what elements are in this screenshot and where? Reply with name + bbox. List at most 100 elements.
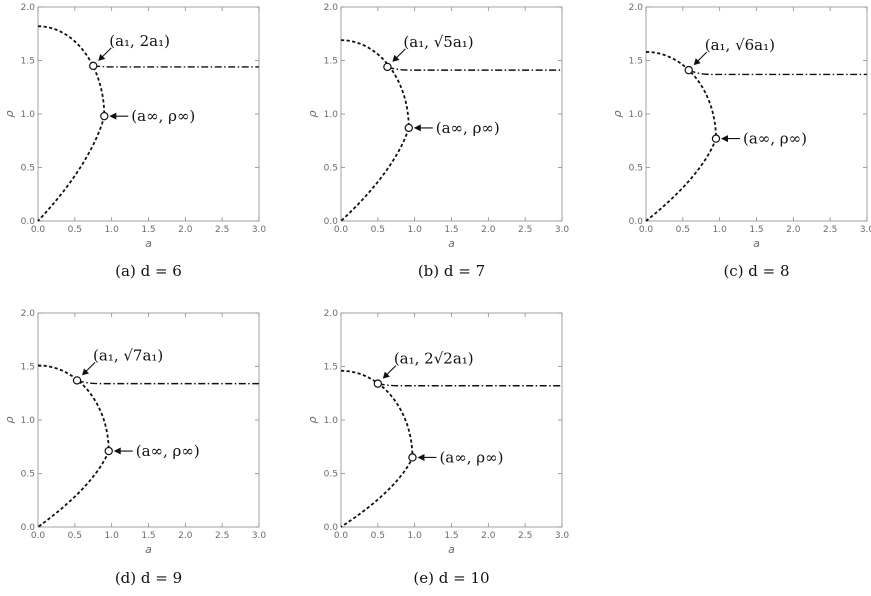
point-a1-label: (a₁, 2√2a₁) — [394, 350, 474, 368]
x-tick-label: 0.5 — [371, 225, 385, 235]
chart-panel-e: 0.0 0.5 1.0 1.5 2.0 2.5 3.0 0.0 0.5 1.0 1.5 2.0 a ρ (a… — [306, 309, 569, 587]
x-axis-label: a — [448, 237, 455, 250]
x-tick-label: 2.0 — [786, 225, 801, 235]
x-tick-label: 2.5 — [518, 225, 532, 235]
y-axis-label: ρ — [306, 416, 319, 423]
arrow-line — [100, 47, 112, 59]
arrow-head — [109, 112, 117, 120]
x-tick-label: 1.0 — [408, 225, 423, 235]
arrow-line — [84, 362, 96, 373]
arrow-head — [82, 368, 90, 376]
y-axis-label: ρ — [306, 110, 319, 117]
x-tick-label: 1.5 — [749, 225, 763, 235]
x-tick-label: 0.0 — [334, 225, 349, 235]
x-tick-label: 3.0 — [252, 531, 267, 541]
y-tick-label: 1.5 — [324, 363, 338, 373]
solution-curve — [37, 25, 106, 222]
point-a1-marker — [383, 62, 392, 72]
point-a1-label: (a₁, 2a₁) — [109, 32, 170, 50]
arrow-head — [392, 54, 400, 62]
x-tick-label: 2.0 — [481, 531, 496, 541]
y-tick-label: 0.0 — [324, 523, 339, 533]
chart-panel-d: 0.0 0.5 1.0 1.5 2.0 2.5 3.0 0.0 0.5 1.0 1.5 2.0 a ρ (a… — [3, 309, 266, 587]
y-tick-label: 1.5 — [21, 57, 35, 67]
x-tick-label: 0.0 — [31, 225, 46, 235]
y-axis-label: ρ — [611, 110, 624, 117]
y-tick-label: 0.0 — [324, 217, 339, 227]
panel-caption: (a) d = 6 — [115, 262, 182, 280]
solution-curve — [340, 369, 414, 528]
x-axis-label: a — [753, 237, 760, 250]
arrow-head — [382, 371, 390, 379]
y-tick-label: 2.0 — [324, 3, 339, 13]
y-tick-label: 1.0 — [629, 110, 644, 120]
point-a1-label: (a₁, √7a₁) — [93, 346, 163, 364]
point-ainf-label: (a∞, ρ∞) — [436, 119, 500, 137]
y-tick-label: 1.5 — [629, 57, 643, 67]
x-tick-label: 0.5 — [68, 225, 82, 235]
x-tick-label: 3.0 — [252, 225, 267, 235]
y-tick-label: 1.5 — [21, 363, 35, 373]
arrow-head — [693, 58, 701, 66]
x-tick-label: 1.0 — [408, 531, 423, 541]
x-axis-label: a — [145, 543, 152, 556]
point-ainf-label: (a∞, ρ∞) — [131, 107, 195, 125]
x-tick-label: 0.5 — [68, 531, 82, 541]
solution-curve — [645, 51, 717, 222]
plateau-branch — [93, 65, 259, 68]
x-tick-label: 2.5 — [518, 531, 532, 541]
y-tick-label: 0.5 — [21, 470, 35, 480]
plateau-branch — [76, 379, 259, 385]
x-tick-label: 1.0 — [105, 225, 120, 235]
x-axis-label: a — [145, 237, 152, 250]
x-tick-label: 2.0 — [481, 225, 496, 235]
panel-caption: (e) d = 10 — [413, 569, 489, 587]
y-tick-label: 2.0 — [324, 309, 339, 319]
arrow-head — [98, 53, 106, 61]
point-a1-marker — [373, 379, 383, 388]
y-tick-label: 2.0 — [21, 3, 36, 13]
x-tick-label: 2.0 — [178, 225, 193, 235]
x-tick-label: 3.0 — [555, 225, 570, 235]
x-tick-label: 1.5 — [141, 225, 155, 235]
y-tick-label: 1.0 — [21, 110, 36, 120]
x-tick-label: 2.5 — [215, 225, 229, 235]
arrow-line — [696, 51, 708, 63]
panel-caption: (b) d = 7 — [418, 262, 485, 280]
point-a1-marker — [72, 376, 82, 385]
panel-caption: (c) d = 8 — [723, 262, 789, 280]
point-a1-marker — [684, 65, 693, 75]
y-axis-label: ρ — [3, 416, 16, 423]
arrow-head — [413, 124, 421, 132]
y-tick-label: 2.0 — [21, 309, 36, 319]
plateau-branch — [387, 66, 562, 71]
y-tick-label: 1.0 — [324, 416, 339, 426]
y-tick-label: 0.5 — [324, 164, 338, 174]
x-tick-label: 1.0 — [713, 225, 728, 235]
x-tick-label: 1.5 — [141, 531, 155, 541]
point-ainf-label: (a∞, ρ∞) — [136, 442, 200, 460]
chart-panel-b: 0.0 0.5 1.0 1.5 2.0 2.5 3.0 0.0 0.5 1.0 1.5 2.0 a ρ (a… — [306, 3, 569, 280]
point-ainf-marker — [104, 446, 113, 456]
plateau-branch — [688, 69, 867, 76]
x-tick-label: 2.0 — [178, 531, 193, 541]
y-tick-label: 0.0 — [629, 217, 644, 227]
x-tick-label: 3.0 — [555, 531, 570, 541]
x-tick-label: 2.5 — [215, 531, 229, 541]
x-tick-label: 0.0 — [31, 531, 46, 541]
panel-caption: (d) d = 9 — [115, 569, 182, 587]
arrow-head — [720, 135, 728, 143]
solution-curve — [37, 364, 110, 528]
x-tick-label: 1.5 — [444, 531, 458, 541]
plot-frame — [340, 312, 563, 528]
point-a1-label: (a₁, √6a₁) — [705, 36, 775, 54]
x-tick-label: 2.5 — [823, 225, 837, 235]
x-tick-label: 0.5 — [371, 531, 385, 541]
y-tick-label: 1.0 — [21, 416, 36, 426]
x-tick-label: 0.0 — [639, 225, 654, 235]
arrow-line — [395, 48, 406, 60]
x-tick-label: 1.0 — [105, 531, 120, 541]
point-ainf-label: (a∞, ρ∞) — [439, 448, 503, 466]
y-tick-label: 0.5 — [324, 470, 338, 480]
